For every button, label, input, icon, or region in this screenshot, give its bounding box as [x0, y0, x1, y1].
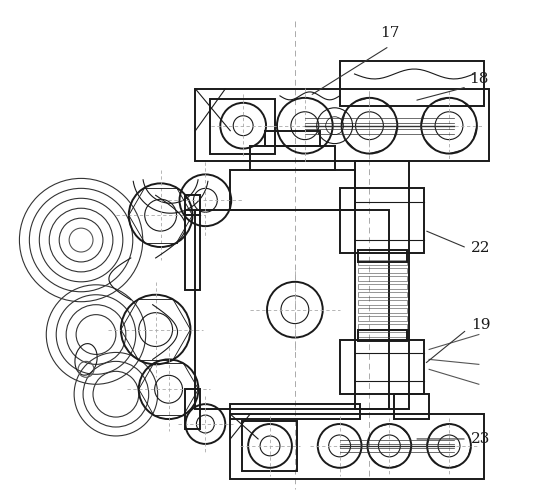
Bar — [230, 414, 484, 479]
Bar — [185, 389, 200, 429]
Bar — [358, 276, 408, 281]
Bar — [358, 316, 408, 321]
Bar — [195, 89, 489, 160]
Bar — [265, 131, 320, 146]
Bar — [185, 195, 200, 215]
Bar — [358, 260, 408, 265]
Text: 23: 23 — [471, 432, 491, 446]
Text: 22: 22 — [471, 241, 491, 255]
Text: 19: 19 — [471, 318, 491, 332]
Bar — [358, 324, 408, 329]
Bar — [340, 340, 424, 394]
Bar — [358, 250, 408, 262]
Bar — [242, 421, 297, 471]
Bar — [230, 170, 354, 210]
Bar — [250, 146, 335, 170]
Bar — [358, 330, 408, 342]
Bar — [354, 160, 409, 409]
Bar — [358, 284, 408, 289]
Bar — [358, 308, 408, 313]
Bar — [185, 210, 200, 290]
Bar — [358, 268, 408, 273]
Text: 18: 18 — [469, 72, 488, 86]
Bar — [195, 210, 389, 409]
Bar — [230, 404, 359, 419]
Bar — [358, 332, 408, 337]
Bar — [358, 300, 408, 305]
Bar — [394, 394, 429, 419]
Bar — [211, 99, 275, 153]
Bar — [340, 188, 424, 253]
Text: 17: 17 — [380, 26, 399, 40]
Bar — [358, 292, 408, 297]
Bar — [340, 61, 484, 106]
